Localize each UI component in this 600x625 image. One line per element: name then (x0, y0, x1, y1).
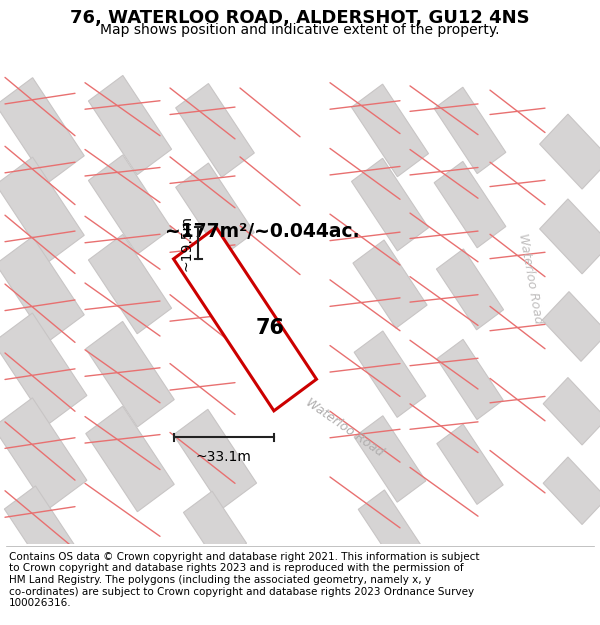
Polygon shape (184, 491, 247, 564)
Polygon shape (358, 490, 422, 566)
Text: Waterloo Road: Waterloo Road (304, 396, 386, 459)
Polygon shape (86, 406, 174, 512)
Polygon shape (173, 409, 257, 509)
Polygon shape (88, 76, 172, 175)
Polygon shape (436, 249, 503, 330)
Polygon shape (88, 155, 172, 254)
Text: ~33.1m: ~33.1m (196, 450, 251, 464)
Polygon shape (4, 486, 76, 570)
Polygon shape (542, 292, 600, 361)
Polygon shape (354, 331, 426, 418)
Polygon shape (437, 424, 503, 504)
Polygon shape (86, 321, 174, 427)
Polygon shape (352, 84, 428, 177)
Polygon shape (539, 114, 600, 189)
Text: ~177m²/~0.044ac.: ~177m²/~0.044ac. (165, 222, 359, 241)
Polygon shape (539, 199, 600, 274)
Text: Map shows position and indicative extent of the property.: Map shows position and indicative extent… (100, 23, 500, 38)
Polygon shape (434, 88, 506, 174)
Polygon shape (353, 240, 427, 328)
Polygon shape (0, 398, 87, 509)
Polygon shape (354, 416, 426, 502)
Polygon shape (176, 163, 254, 257)
Polygon shape (88, 234, 172, 334)
Polygon shape (540, 109, 600, 544)
Text: ~19.5m: ~19.5m (179, 215, 193, 271)
Polygon shape (0, 237, 84, 342)
Polygon shape (0, 78, 84, 183)
Polygon shape (437, 339, 503, 419)
Polygon shape (240, 109, 470, 544)
Polygon shape (176, 84, 254, 178)
Polygon shape (490, 109, 600, 194)
Text: 76: 76 (256, 318, 284, 338)
Polygon shape (0, 313, 87, 425)
Polygon shape (0, 157, 84, 262)
Polygon shape (352, 158, 428, 251)
Polygon shape (434, 161, 506, 248)
Polygon shape (543, 457, 600, 524)
Polygon shape (543, 378, 600, 445)
Text: Contains OS data © Crown copyright and database right 2021. This information is : Contains OS data © Crown copyright and d… (9, 552, 479, 608)
Text: Waterloo Road: Waterloo Road (515, 232, 544, 325)
Polygon shape (173, 228, 316, 411)
Text: 76, WATERLOO ROAD, ALDERSHOT, GU12 4NS: 76, WATERLOO ROAD, ALDERSHOT, GU12 4NS (70, 9, 530, 27)
